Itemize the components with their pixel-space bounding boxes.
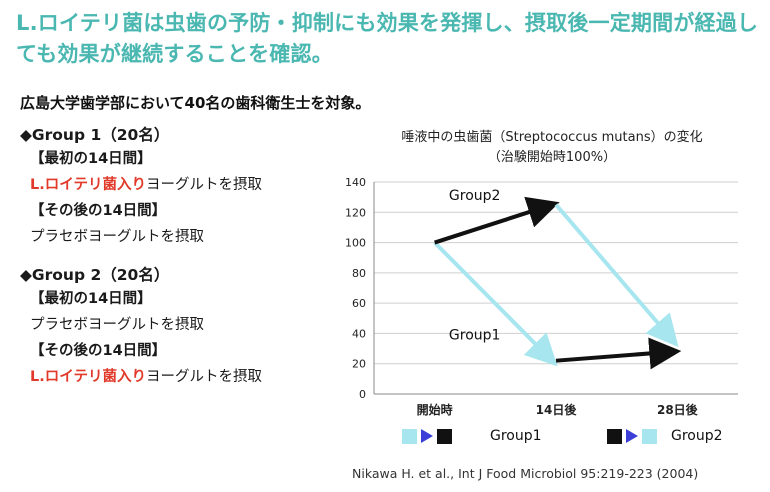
group-1-phase1-text: L.ロイテリ菌入りヨーグルトを摂取: [20, 172, 340, 198]
group-1-phase1-rest: ヨーグルトを摂取: [145, 177, 262, 193]
series-segment-group1: [555, 337, 682, 370]
group-1-title: ◆Group 1（20名）: [20, 126, 170, 144]
chart-title: 唾液中の虫歯菌（Streptococcus mutans）の変化: [401, 130, 703, 145]
y-tick-label: 20: [352, 358, 366, 371]
citation: Nikawa H. et al., Int J Food Microbiol 9…: [352, 466, 699, 481]
legend-item-group2: Group2: [607, 428, 723, 444]
group-2-phase2-label: 【その後の14日間】: [30, 343, 167, 359]
group-1-description: ◆Group 1（20名） 【最初の14日間】 L.ロイテリ菌入りヨーグルトを摂…: [20, 124, 340, 250]
legend-label-group2: Group2: [671, 428, 723, 444]
legend-arrow-icon: [626, 429, 638, 443]
series-segment-group2: [554, 203, 679, 348]
group-1-phase1-label: 【最初の14日間】: [30, 151, 152, 167]
legend-cyan-square: [402, 428, 417, 444]
y-tick-label: 40: [352, 327, 366, 340]
x-tick-label: 28日後: [657, 402, 699, 417]
x-tick-label: 開始時: [417, 402, 453, 417]
series-segment-group1: [433, 241, 558, 367]
group-2-title: ◆Group 2（20名）: [20, 266, 170, 284]
group-2-description: ◆Group 2（20名） 【最初の14日間】 プラセボヨーグルトを摂取 【その…: [20, 264, 340, 390]
legend-black-square: [607, 428, 622, 444]
legend-label-group1: Group1: [490, 428, 542, 444]
annotation-group2: Group2: [449, 188, 501, 204]
headline: L.ロイテリ菌は虫歯の予防・抑制にも効果を発揮し、摂取後一定期間が経過しても効果…: [16, 11, 759, 66]
group-1-phase1-red: L.ロイテリ菌入り: [30, 177, 146, 193]
chart-title-block: 唾液中の虫歯菌（Streptococcus mutans）の変化 （治験開始時1…: [372, 128, 732, 168]
group-2-phase2-text: L.ロイテリ菌入りヨーグルトを摂取: [20, 364, 340, 390]
group-1-phase2-label: 【その後の14日間】: [30, 203, 167, 219]
study-subject: 広島大学歯学部において40名の歯科衛生士を対象。: [20, 94, 371, 112]
group-2-phase2-red: L.ロイテリ菌入り: [30, 369, 146, 385]
y-tick-label: 60: [352, 297, 366, 310]
group-1-phase2-text: プラセボヨーグルトを摂取: [30, 229, 204, 245]
legend-cyan-square: [642, 428, 657, 444]
y-tick-label: 120: [345, 206, 366, 219]
group-2-phase1-text: プラセボヨーグルトを摂取: [30, 317, 204, 333]
x-tick-label: 14日後: [536, 402, 578, 417]
y-tick-label: 80: [352, 267, 366, 280]
group-2-phase2-rest: ヨーグルトを摂取: [145, 369, 262, 385]
legend-arrow-icon: [421, 429, 433, 443]
group-descriptions: ◆Group 1（20名） 【最初の14日間】 L.ロイテリ菌入りヨーグルトを摂…: [20, 124, 340, 404]
chart-subtitle: （治験開始時100%）: [487, 150, 617, 165]
y-tick-label: 140: [345, 176, 366, 189]
series-segment-group2: [434, 196, 560, 245]
legend-black-square: [437, 428, 452, 444]
legend-item-group1: Group1: [402, 428, 542, 444]
y-tick-label: 100: [345, 237, 366, 250]
y-tick-label: 0: [359, 388, 366, 401]
group-2-phase1-label: 【最初の14日間】: [30, 291, 152, 307]
annotation-group1: Group1: [449, 327, 501, 343]
